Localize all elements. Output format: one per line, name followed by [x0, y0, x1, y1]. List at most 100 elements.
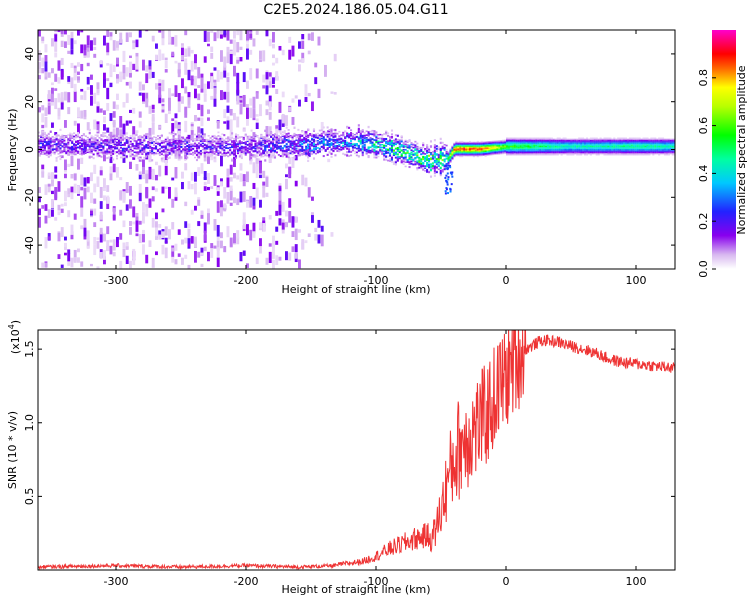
spectrogram-ridge-cell [484, 148, 487, 150]
spectrogram-ridge-cell [281, 149, 284, 152]
spectrogram-cell [41, 113, 45, 123]
spectrogram-ridge-cell [463, 150, 466, 152]
spectrogram-cell [80, 225, 84, 230]
spectrogram-ridge-cell [500, 147, 503, 149]
spectrogram-cell [73, 72, 77, 81]
spectrogram-cell [262, 185, 266, 189]
spectrogram-ridge-cell [527, 144, 530, 146]
spectrogram-ridge-cell [509, 139, 512, 142]
spectrogram-ridge-cell [531, 149, 534, 151]
spectrogram-cell [138, 192, 142, 202]
spectrogram-ridge-cell [562, 143, 565, 145]
spectrogram-ridge-cell [414, 140, 417, 143]
spectrogram-ridge-cell [55, 143, 58, 146]
spectrogram-ridge-cell [552, 151, 555, 154]
spectrogram-ridge-cell [133, 145, 136, 147]
spectrogram-ridge-cell [611, 138, 614, 140]
spectrogram-ridge-cell [104, 152, 107, 155]
spectrogram-ridge-cell [324, 144, 327, 146]
spectrogram-ridge-cell [613, 153, 616, 155]
spectrogram-ridge-cell [621, 154, 624, 156]
spectrogram-ridge-cell [320, 145, 323, 148]
spectrogram-ridge-cell [166, 136, 169, 139]
spectrogram-ridge-cell [394, 152, 397, 155]
spectrogram-ridge-cell [615, 142, 618, 144]
spectrogram-ridge-cell [326, 131, 329, 135]
spectrogram-ridge-cell [541, 137, 544, 139]
spectrogram-ridge-cell [227, 136, 230, 138]
spectrogram-ridge-cell [194, 138, 197, 140]
spectrogram-cell [80, 30, 84, 33]
spectrogram-ridge-cell [71, 150, 74, 153]
spectrogram-cell [47, 172, 51, 176]
spectrogram-ridge-cell [521, 147, 524, 149]
spectrogram-ridge-cell [537, 154, 540, 156]
spectrogram-ridge-cell [546, 147, 550, 149]
spectrogram-ridge-cell [332, 147, 335, 150]
spectrogram-ridge-cell [467, 154, 470, 156]
spectrogram-ridge-cell [449, 150, 452, 152]
spectrogram-ridge-cell [578, 151, 581, 154]
spectrogram-ridge-cell [451, 148, 454, 150]
spectrogram-ridge-cell [373, 132, 376, 135]
spectrogram-ridge-cell [408, 152, 411, 155]
spectrogram-ridge-cell [453, 145, 456, 147]
spectrogram-ridge-cell [554, 144, 557, 146]
spectrogram-ridge-cell [402, 152, 405, 154]
spectrogram-ridge-cell [104, 134, 107, 138]
spectrogram-ridge-cell [543, 148, 546, 150]
spectrogram-ridge-cell [589, 153, 592, 155]
spectrogram-ridge-cell [390, 140, 394, 143]
spectrogram-ridge-cell [449, 152, 452, 154]
spectrogram-cell [207, 213, 210, 225]
spectrogram-ridge-cell [71, 140, 74, 143]
spectrogram-ridge-cell [504, 142, 507, 144]
spectrogram-ridge-cell [566, 142, 569, 144]
spectrogram-ridge-cell [431, 151, 434, 153]
spectrogram-ridge-cell [472, 148, 475, 150]
spectrogram-cell [213, 175, 217, 186]
spectrogram-ridge-cell [496, 147, 499, 149]
spectrogram-ridge-cell [529, 139, 532, 142]
spectrogram-ridge-cell [568, 154, 571, 156]
spectrogram-cell [135, 130, 139, 133]
spectrogram-ridge-cell [392, 153, 395, 155]
spectrogram-ridge-cell [589, 154, 592, 156]
spectrogram-ridge-cell [314, 150, 317, 153]
spectrogram-ridge-cell [472, 143, 475, 145]
spectrogram-ridge-cell [420, 167, 423, 170]
spectrogram-ridge-cell [556, 139, 559, 142]
spectrogram-cell [73, 249, 77, 262]
spectrogram-ridge-cell [451, 146, 454, 148]
spectrogram-ridge-cell [431, 153, 434, 156]
spectrogram-ridge-cell [480, 153, 483, 155]
spectrogram-ridge-cell [377, 134, 380, 136]
spectrogram-ridge-cell [309, 151, 312, 153]
spectrogram-cell [125, 93, 129, 103]
spectrogram-ridge-cell [609, 142, 612, 144]
spectrogram-ridge-cell [529, 137, 532, 139]
spectrogram-ridge-cell [219, 146, 222, 149]
spectrogram-cell [119, 209, 123, 216]
spectrogram-ridge-cell [406, 144, 409, 147]
spectrogram-ridge-cell [125, 136, 128, 139]
spectrogram-ridge-cell [535, 147, 538, 149]
spectrogram-ridge-cell [158, 154, 161, 156]
spectrogram-ridge-cell [149, 135, 152, 137]
spectrogram-ridge-cell [338, 136, 341, 139]
spectrogram-ridge-cell [506, 149, 509, 151]
spectrogram-ridge-cell [502, 140, 505, 142]
spectrogram-cell [265, 126, 269, 138]
spectrogram-ridge-cell [92, 138, 95, 141]
spectrogram-ridge-cell [361, 138, 364, 142]
spectrogram-cell [298, 134, 301, 143]
spectrogram-ridge-cell [539, 148, 542, 150]
spectrogram-ridge-cell [266, 151, 269, 154]
spectrogram-ridge-cell [410, 155, 413, 158]
spectrogram-ridge-cell [351, 135, 355, 137]
spectrogram-ridge-cell [455, 143, 458, 145]
spectrogram-cell [116, 127, 119, 139]
spectrogram-ridge-cell [507, 153, 511, 155]
spectrogram-ridge-cell [580, 150, 583, 152]
spectrogram-ridge-cell [476, 150, 479, 152]
